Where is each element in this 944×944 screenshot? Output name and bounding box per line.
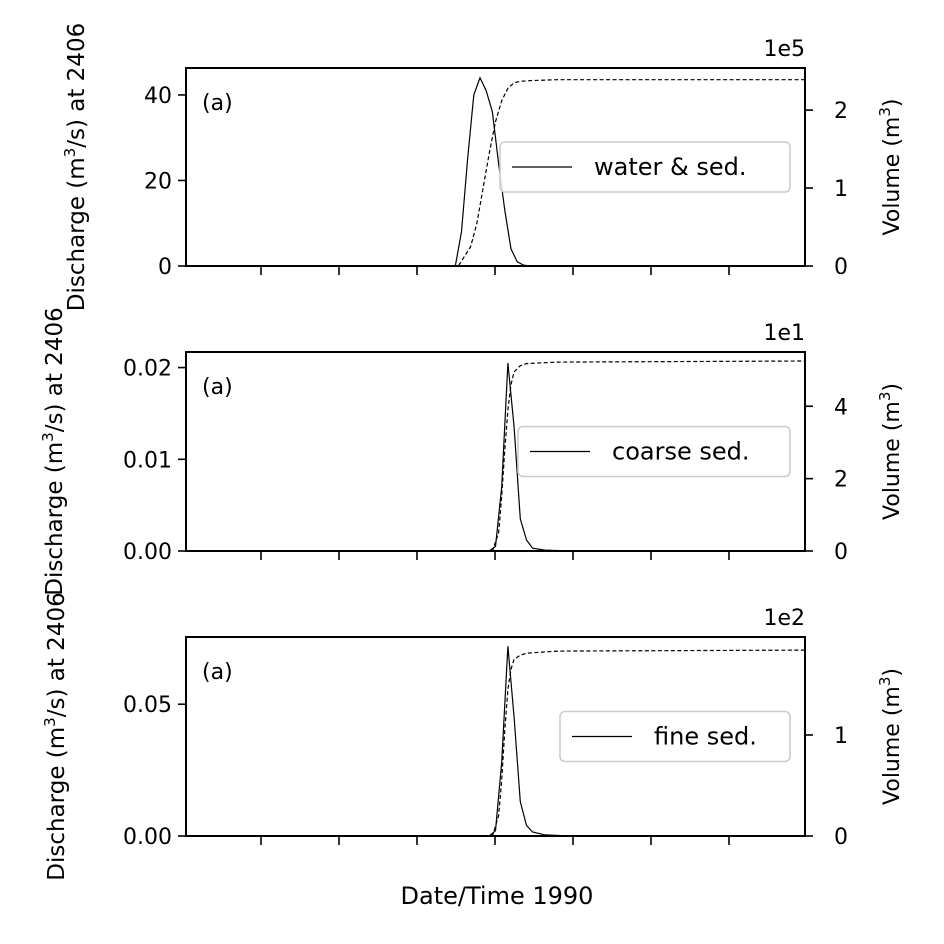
legend-label: coarse sed. <box>612 438 749 466</box>
panel-label: (a) <box>202 91 233 116</box>
y2tick-label: 1 <box>834 724 848 749</box>
y2-axis-label: Volume (m3) <box>876 99 905 236</box>
panel-label: (a) <box>202 660 233 685</box>
y2tick-label: 4 <box>834 395 848 420</box>
legend-label: fine sed. <box>654 723 757 751</box>
ytick-label: 0 <box>158 255 172 280</box>
y2-offset-label: 1e1 <box>763 321 805 346</box>
panel-label: (a) <box>202 375 233 400</box>
y2-offset-label: 1e5 <box>763 37 805 62</box>
legend: coarse sed. <box>517 425 791 478</box>
y-axis-label-3: Discharge (m3/s) at 2406 <box>41 592 70 880</box>
volume-line-3 <box>186 649 806 837</box>
ytick-label: 40 <box>144 84 172 109</box>
volume-line-1 <box>186 79 805 267</box>
ytick-label: 0.00 <box>123 825 172 850</box>
legend: fine sed. <box>559 710 791 763</box>
x-axis-label: Date/Time 1990 <box>401 882 594 910</box>
legend-label: water & sed. <box>594 153 746 181</box>
y2tick-label: 1 <box>834 177 848 202</box>
legend-box <box>499 141 791 193</box>
y2tick-label: 0 <box>834 255 848 280</box>
y2tick-label: 0 <box>834 540 848 565</box>
y2-axis-label: Volume (m3) <box>876 668 905 805</box>
y2-offset-label: 1e2 <box>763 606 805 631</box>
panel-1: 0 20 40 0 1 2 1e5 (a) water & sed. Volume (m3) <box>144 37 905 280</box>
legend: water & sed. <box>499 141 791 193</box>
ytick-label: 0.01 <box>123 448 172 473</box>
ytick-label: 0.05 <box>123 693 172 718</box>
y-axis-label-1: Discharge (m3/s) at 2406 <box>61 23 90 311</box>
panel-3: 0.00 0.05 0 1 1e2 (a) fine sed. Volume (m3) <box>123 606 905 850</box>
y2tick-label: 2 <box>834 468 848 493</box>
y-axis-label-2: Discharge (m3/s) at 2406 <box>39 307 68 595</box>
volume-line-2 <box>186 360 806 552</box>
legend-box <box>559 710 791 763</box>
ytick-label: 0.00 <box>123 540 172 565</box>
legend-box <box>517 425 791 478</box>
ytick-label: 20 <box>144 169 172 194</box>
y2tick-label: 2 <box>834 99 848 124</box>
ytick-label: 0.02 <box>123 357 172 382</box>
y2-axis-label: Volume (m3) <box>876 383 905 520</box>
panel-2: 0.00 0.01 0.02 0 2 4 1e1 (a) coarse sed. Volume (… <box>123 321 905 565</box>
y2tick-label: 0 <box>834 825 848 850</box>
